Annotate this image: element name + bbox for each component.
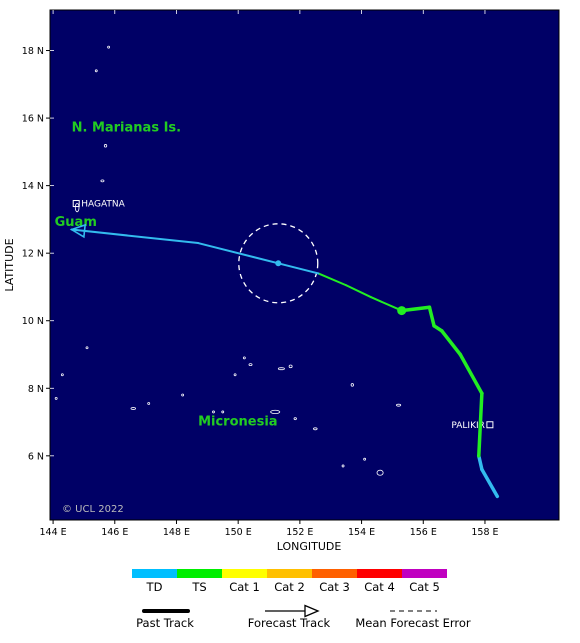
legend-category-label: TD (146, 580, 163, 594)
current-position-marker (397, 306, 407, 316)
region-labels: N. Marianas Is. Guam Micronesia (55, 121, 278, 430)
map-ocean (50, 10, 559, 520)
x-tick-label: 154 E (348, 527, 375, 538)
island-outline (107, 45, 111, 49)
legend-color-swatch (132, 569, 177, 578)
y-axis: 6 N 8 N 10 N 12 N 14 N 16 N 18 N (22, 46, 54, 462)
legend-category-label: Cat 4 (364, 580, 395, 594)
legend-category-label: Cat 2 (274, 580, 305, 594)
legend-forecast-arrowhead (304, 604, 320, 618)
legend-color-swatch (177, 569, 222, 578)
legend-color-swatch (402, 569, 447, 578)
forecast-track-segment (277, 262, 320, 275)
legend-color-swatch (357, 569, 402, 578)
storm-track-layer (69, 223, 500, 499)
legend-color-swatch (222, 569, 267, 578)
island-outline (350, 383, 354, 387)
island-outline (313, 427, 318, 431)
x-tick-label: 152 E (286, 527, 313, 538)
legend-category-label: Cat 5 (409, 580, 440, 594)
x-tick-label: 156 E (410, 527, 437, 538)
city-markers: HAGATNA PALIKIR (72, 200, 494, 431)
island-outline (363, 457, 367, 461)
y-tick-label: 8 N (28, 384, 44, 395)
island-outline (130, 407, 137, 410)
island-outline (221, 410, 225, 414)
x-tick-label: 150 E (225, 527, 252, 538)
island-outline (277, 367, 285, 371)
island-outline (212, 410, 215, 414)
plot-frame (49, 9, 560, 521)
x-axis-title: LONGITUDE (277, 540, 342, 553)
y-tick-label: 14 N (22, 181, 44, 192)
legend-color-swatch (312, 569, 357, 578)
legend-category-label: Cat 3 (319, 580, 350, 594)
past-track-segment (458, 352, 484, 396)
island-outline (103, 144, 108, 148)
y-tick-label: 18 N (22, 46, 44, 57)
city-label: HAGATNA (81, 200, 125, 210)
legend-past-track-label: Past Track (136, 616, 194, 630)
island-outline (248, 363, 253, 367)
legend-category-label: TS (191, 580, 206, 594)
y-tick-label: 12 N (22, 249, 44, 260)
island-outline (270, 409, 281, 415)
island-outline (100, 179, 105, 183)
x-tick-label: 144 E (40, 527, 67, 538)
past-track-segment (477, 391, 484, 458)
past-track-segment (477, 454, 484, 472)
forecast-error-layer (238, 223, 319, 304)
y-tick-label: 16 N (22, 114, 44, 125)
y-tick-label: 6 N (28, 451, 44, 462)
y-tick-label: 10 N (22, 316, 44, 327)
island-outline (85, 346, 89, 350)
island-outline (233, 373, 237, 377)
island-outline (147, 402, 151, 405)
island-outline (74, 202, 80, 213)
x-tick-label: 158 E (471, 527, 498, 538)
island-outline (60, 373, 64, 377)
x-axis: 144 E 146 E 148 E 150 E 152 E 154 E 156 E 158 E (40, 9, 560, 538)
forecast-track-segment (317, 272, 348, 287)
forecast-error-circle (238, 223, 319, 304)
islands-layer (54, 45, 402, 476)
forecast-track-segment (70, 228, 200, 245)
legend: TD TS Cat 1 Cat 2 Cat 3 Cat 4 Cat 5 Past Track F… (132, 569, 471, 630)
forecast-position-marker (275, 260, 282, 267)
past-track-segment (399, 305, 432, 313)
past-track-segment (427, 305, 436, 328)
forecast-track-segment (345, 284, 372, 299)
legend-mean-error-label: Mean Forecast Error (355, 616, 471, 630)
forecast-track-segment (197, 242, 280, 265)
x-tick-label: 146 E (101, 527, 128, 538)
island-outline (288, 364, 293, 369)
island-outline (396, 403, 402, 407)
copyright-label: © UCL 2022 (62, 504, 124, 515)
legend-category-label: Cat 1 (229, 580, 260, 594)
forecast-arrowhead (69, 223, 87, 239)
island-outline (54, 397, 58, 400)
x-tick-label: 148 E (163, 527, 190, 538)
past-track-segment (480, 467, 500, 499)
island-outline (341, 464, 345, 468)
legend-color-swatch (267, 569, 312, 578)
past-track-segment (440, 329, 463, 357)
y-axis-title: LATITUDE (3, 238, 16, 291)
region-label: Guam (55, 215, 97, 230)
forecast-track-segment (369, 296, 403, 312)
island-outline (94, 69, 98, 73)
region-label: Micronesia (198, 414, 277, 429)
city-marker (486, 421, 494, 429)
city-marker (72, 200, 80, 208)
island-outline (181, 393, 185, 397)
island-outline (376, 469, 384, 476)
region-label: N. Marianas Is. (72, 121, 181, 136)
legend-forecast-track-label: Forecast Track (248, 616, 331, 630)
island-outline (242, 356, 246, 360)
island-outline (293, 417, 297, 421)
city-label: PALIKIR (451, 421, 485, 431)
